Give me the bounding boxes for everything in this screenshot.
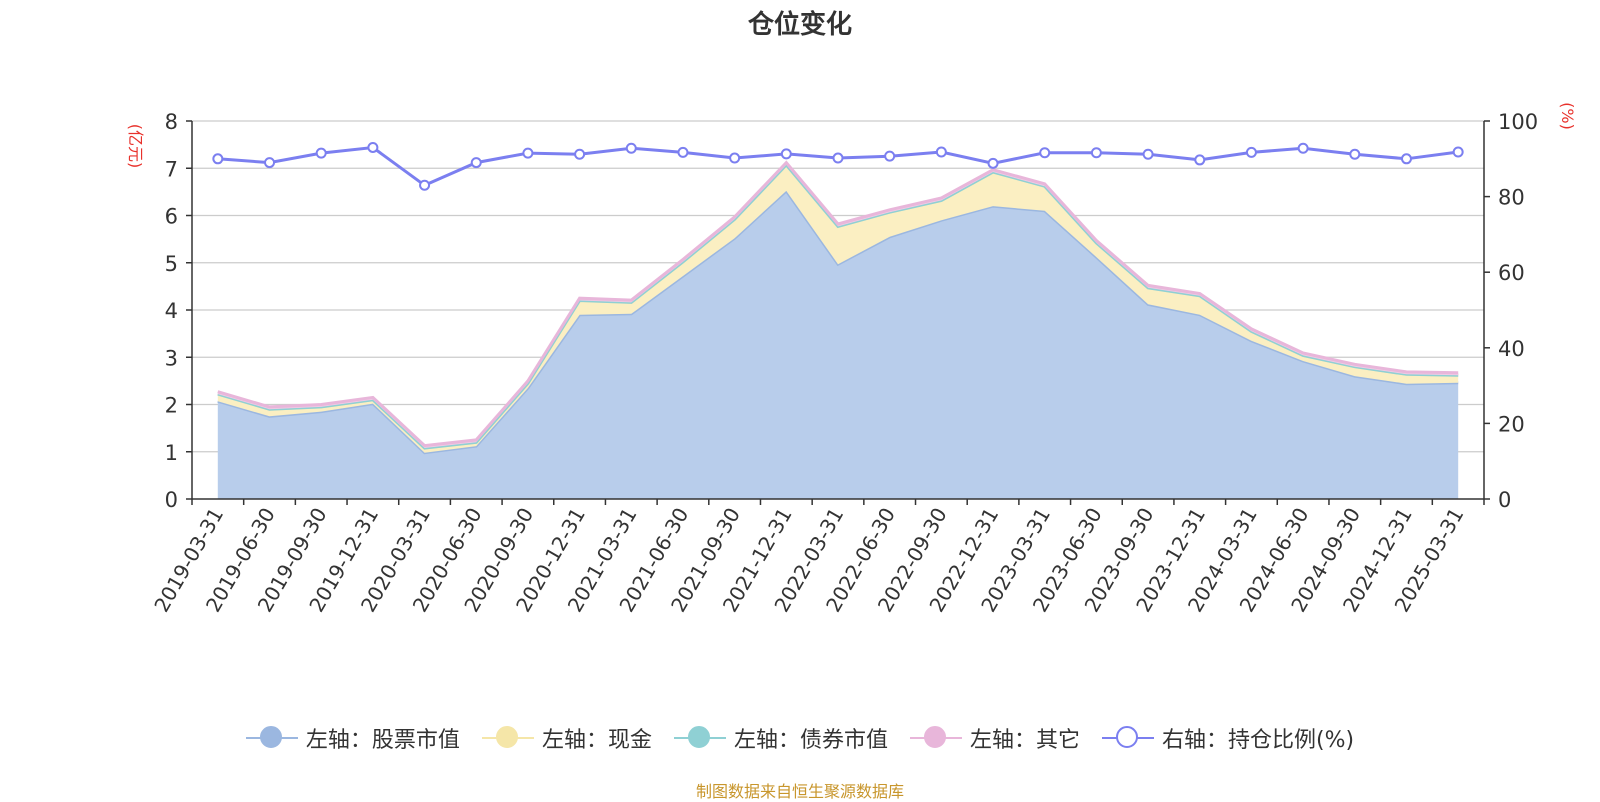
left-tick-label: 5 xyxy=(165,252,178,276)
legend-swatch-icon xyxy=(245,725,298,751)
holding-ratio-point xyxy=(1349,148,1361,160)
holding-ratio-point xyxy=(1090,147,1102,159)
left-tick-label: 3 xyxy=(165,346,178,370)
holding-ratio-point xyxy=(625,142,637,154)
holding-ratio-point xyxy=(677,146,689,158)
holding-ratio-point xyxy=(315,147,327,159)
holding-ratio-point xyxy=(264,157,276,169)
holding-ratio-point xyxy=(1142,148,1154,160)
right-tick-label: 0 xyxy=(1498,488,1511,512)
legend-swatch-icon xyxy=(909,725,962,751)
holding-ratio-point xyxy=(1452,146,1464,158)
left-tick-label: 6 xyxy=(165,205,178,229)
area-series xyxy=(217,160,1459,499)
left-tick-label: 7 xyxy=(165,157,178,181)
legend-item[interactable]: 左轴：现金 xyxy=(481,722,652,754)
area-左轴：股票市值 xyxy=(217,190,1459,499)
holding-ratio-point xyxy=(1039,147,1051,159)
legend-label: 左轴：股票市值 xyxy=(305,728,460,753)
left-tick-label: 2 xyxy=(165,394,178,418)
holding-ratio-point xyxy=(987,157,999,169)
right-tick-label: 80 xyxy=(1498,186,1525,210)
holding-ratio-point xyxy=(419,179,431,191)
right-tick-label: 100 xyxy=(1498,110,1538,134)
holding-ratio-point xyxy=(729,152,741,164)
legend-swatch-icon xyxy=(1101,725,1154,751)
legend-swatch-icon xyxy=(673,725,726,751)
holding-ratio-point xyxy=(1245,146,1257,158)
holding-ratio-point xyxy=(1194,154,1206,166)
legend-swatch-icon xyxy=(481,725,534,751)
holding-ratio-point xyxy=(935,146,947,158)
right-tick-label: 60 xyxy=(1498,261,1525,285)
holding-ratio-point xyxy=(212,153,224,165)
area-左轴：现金 xyxy=(217,164,1459,453)
left-tick-label: 1 xyxy=(165,441,178,465)
holding-ratio-point xyxy=(832,152,844,164)
holding-ratio-point xyxy=(884,150,896,162)
chart-title: 仓位变化 xyxy=(747,10,852,40)
legend-item[interactable]: 右轴：持仓比例(%) xyxy=(1101,722,1355,754)
legend-label: 右轴：持仓比例(%) xyxy=(1161,728,1355,753)
holding-ratio-point xyxy=(470,157,482,169)
legend-item[interactable]: 左轴：股票市值 xyxy=(245,722,460,754)
holding-ratio-series xyxy=(212,141,1464,191)
legend-item[interactable]: 左轴：其它 xyxy=(909,722,1080,754)
left-tick-label: 8 xyxy=(165,110,178,134)
left-axis-unit: (亿元) xyxy=(126,124,145,169)
data-source-note: 制图数据来自恒生聚源数据库 xyxy=(695,782,904,801)
holding-ratio-point xyxy=(780,148,792,160)
legend-label: 左轴：其它 xyxy=(969,728,1080,753)
right-tick-label: 20 xyxy=(1498,412,1525,436)
right-tick-label: 40 xyxy=(1498,337,1525,361)
legend-item[interactable]: 左轴：债券市值 xyxy=(673,722,888,754)
holding-ratio-point xyxy=(1400,153,1412,165)
legend: 左轴：股票市值 左轴：现金 左轴：债券市值 左轴：其它 右轴：持仓比例(%) xyxy=(0,722,1600,754)
legend-label: 左轴：现金 xyxy=(541,728,652,753)
right-axis-unit: (%) xyxy=(1558,102,1577,130)
left-tick-label: 4 xyxy=(165,299,178,323)
left-tick-label: 0 xyxy=(165,488,178,512)
legend-label: 左轴：债券市值 xyxy=(733,728,888,753)
holding-ratio-point xyxy=(522,147,534,159)
holding-ratio-point xyxy=(367,141,379,153)
holding-ratio-point xyxy=(574,148,586,160)
holding-ratio-point xyxy=(1297,142,1309,154)
area-edge-左轴：其它 xyxy=(217,160,1459,448)
